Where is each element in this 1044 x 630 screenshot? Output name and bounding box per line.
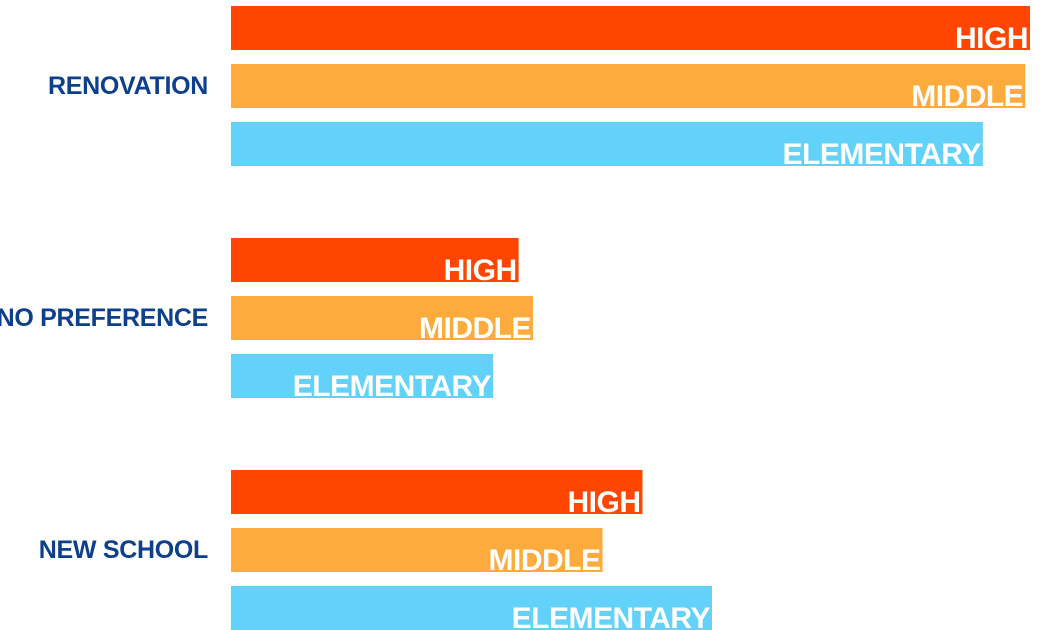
bar-group-new-school: NEW SCHOOL HIGH MIDDLE ELEMENTARY: [39, 470, 712, 630]
bar-label-middle: MIDDLE: [419, 312, 531, 345]
bar-elementary-renovation: [231, 122, 983, 166]
category-label: NO PREFERENCE: [0, 304, 208, 332]
bar-elementary-new-school: [231, 586, 712, 630]
bar-middle-no-preference: [231, 296, 534, 340]
bar-label-high: HIGH: [567, 486, 640, 519]
bar-label-high: HIGH: [955, 22, 1028, 55]
bar-label-middle: MIDDLE: [489, 544, 601, 577]
bar-high-renovation: [231, 6, 1030, 50]
bar-group-renovation: RENOVATION HIGH MIDDLE ELEMENTARY: [48, 6, 1030, 171]
bar-high-new-school: [231, 470, 643, 514]
bar-high-no-preference: [231, 238, 519, 282]
bar-label-elementary: ELEMENTARY: [512, 602, 711, 630]
bar-label-middle: MIDDLE: [911, 80, 1023, 113]
bar-elementary-no-preference: [231, 354, 494, 398]
category-label: RENOVATION: [48, 72, 208, 100]
bar-label-elementary: ELEMENTARY: [783, 138, 982, 171]
bar-label-elementary: ELEMENTARY: [293, 370, 492, 403]
bar-middle-renovation: [231, 64, 1026, 108]
bar-label-high: HIGH: [444, 254, 517, 287]
bar-middle-new-school: [231, 528, 603, 572]
bar-group-no-preference: NO PREFERENCE HIGH MIDDLE ELEMENTARY: [0, 238, 534, 403]
category-label: NEW SCHOOL: [39, 536, 208, 564]
